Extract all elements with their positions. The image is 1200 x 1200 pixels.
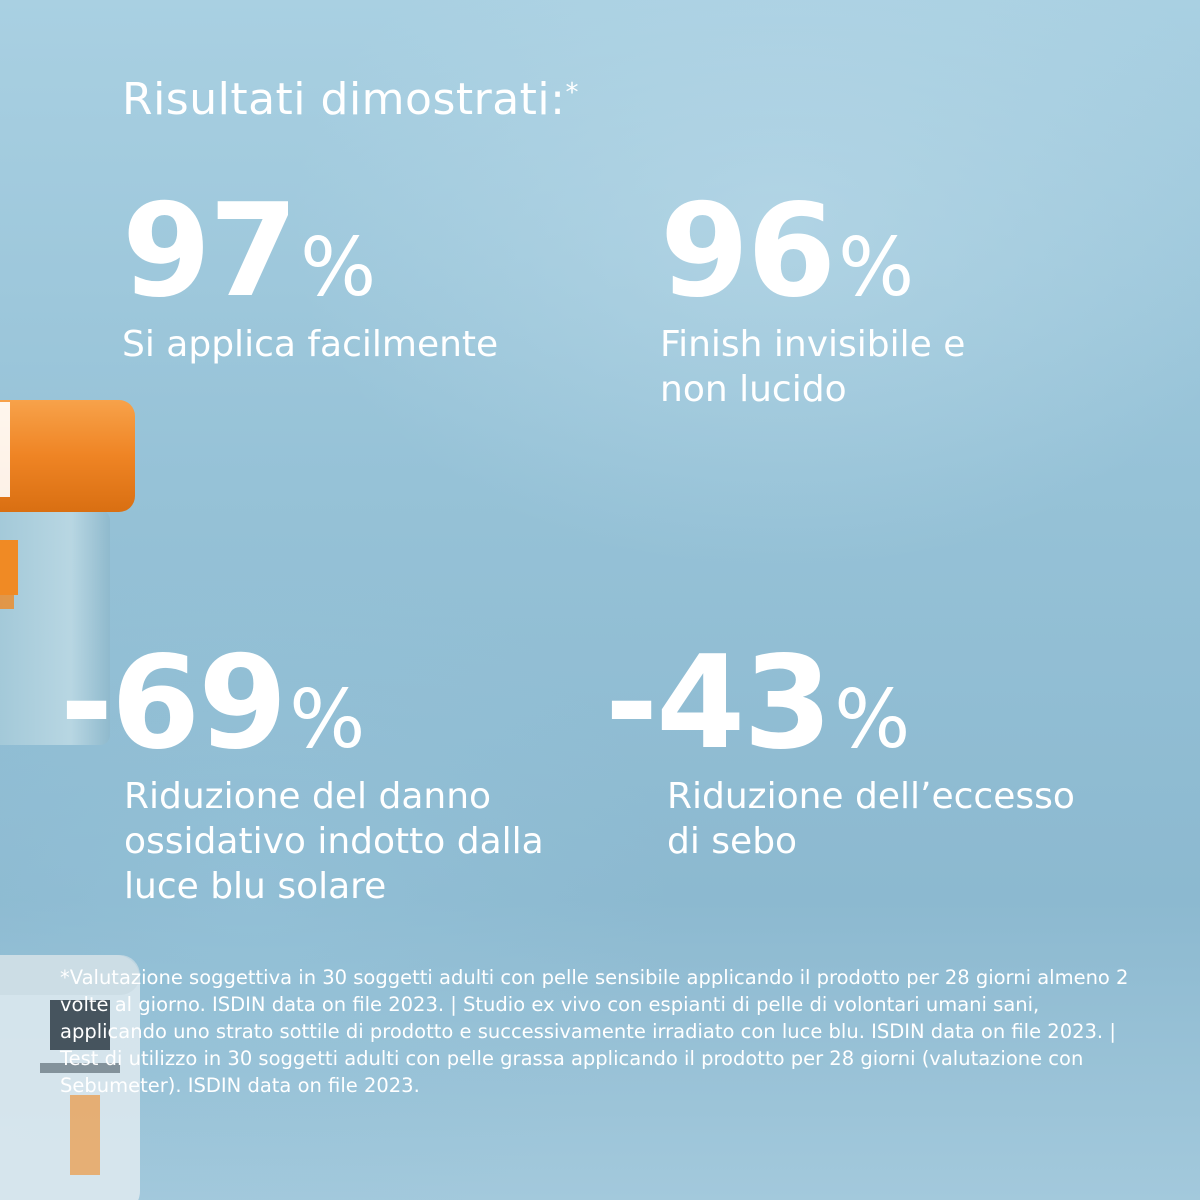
- stat-block-oxidative-damage: -69% Riduzione del danno ossidativo indo…: [60, 640, 580, 909]
- product-jar-bottom-image: [0, 955, 140, 1200]
- stat-unit: %: [834, 673, 911, 766]
- stat-label: Riduzione dell’eccesso di sebo: [667, 776, 1075, 862]
- stat-unit: %: [289, 673, 366, 766]
- stat-label: Riduzione del danno ossidativo indotto d…: [124, 776, 544, 907]
- stat-block-easy-application: 97% Si applica facilmente: [122, 188, 582, 367]
- footnote-disclaimer: *Valutazione soggettiva in 30 soggetti a…: [60, 966, 1129, 1097]
- stat-value: 96: [660, 177, 836, 326]
- stat-block-sebum-reduction: -43% Riduzione dell’eccesso di sebo: [605, 640, 1125, 864]
- stat-block-invisible-finish: 96% Finish invisibile e non lucido: [660, 188, 1120, 412]
- product-jar-top-image: [0, 400, 135, 745]
- headline-footnote-marker: *: [565, 78, 579, 108]
- stat-label: Si applica facilmente: [122, 324, 499, 365]
- headline: Risultati dimostrati:*: [122, 74, 579, 125]
- headline-text: Risultati dimostrati:: [122, 74, 566, 125]
- stat-label: Finish invisibile e non lucido: [660, 324, 966, 410]
- stat-unit: %: [300, 221, 377, 314]
- stat-value: -69: [60, 629, 287, 778]
- stat-value: 97: [122, 177, 298, 326]
- stat-value: -43: [605, 629, 832, 778]
- stat-unit: %: [838, 221, 915, 314]
